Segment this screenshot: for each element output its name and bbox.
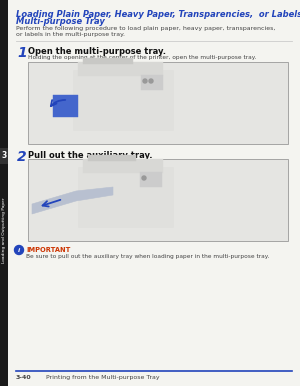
Bar bbox=[28, 62, 288, 144]
Bar bbox=[88, 155, 136, 161]
Text: Loading and Outputting Paper: Loading and Outputting Paper bbox=[2, 197, 6, 263]
Circle shape bbox=[149, 79, 153, 83]
Bar bbox=[78, 62, 163, 76]
Text: 2: 2 bbox=[17, 150, 27, 164]
Text: Printing from the Multi-purpose Tray: Printing from the Multi-purpose Tray bbox=[46, 375, 160, 380]
Circle shape bbox=[142, 176, 146, 180]
Text: Holding the opening at the center of the printer, open the multi-purpose tray.: Holding the opening at the center of the… bbox=[28, 55, 256, 60]
Bar bbox=[0, 0, 8, 386]
Circle shape bbox=[143, 79, 147, 83]
Text: Perform the following procedure to load plain paper, heavy paper, transparencies: Perform the following procedure to load … bbox=[16, 26, 275, 31]
Bar bbox=[140, 172, 162, 187]
Text: Pull out the auxiliary tray.: Pull out the auxiliary tray. bbox=[28, 151, 152, 160]
Text: Loading Plain Paper, Heavy Paper, Transparencies,  or Labels in the: Loading Plain Paper, Heavy Paper, Transp… bbox=[16, 10, 300, 19]
Polygon shape bbox=[32, 187, 113, 214]
Bar bbox=[28, 159, 288, 241]
Text: 1: 1 bbox=[17, 46, 27, 60]
Bar bbox=[78, 167, 173, 227]
Text: or labels in the multi-purpose tray.: or labels in the multi-purpose tray. bbox=[16, 32, 125, 37]
Text: 3-40: 3-40 bbox=[16, 375, 32, 380]
Text: IMPORTANT: IMPORTANT bbox=[26, 247, 70, 253]
Bar bbox=[83, 159, 163, 173]
Bar bbox=[53, 95, 78, 117]
Text: Open the multi-purpose tray.: Open the multi-purpose tray. bbox=[28, 47, 166, 56]
Text: 3: 3 bbox=[2, 151, 7, 161]
Bar bbox=[0, 148, 8, 164]
Text: Be sure to pull out the auxiliary tray when loading paper in the multi-purpose t: Be sure to pull out the auxiliary tray w… bbox=[26, 254, 269, 259]
Bar bbox=[141, 75, 163, 90]
Text: Multi-purpose Tray: Multi-purpose Tray bbox=[16, 17, 105, 26]
Circle shape bbox=[14, 245, 23, 254]
Bar bbox=[83, 58, 133, 64]
Text: i: i bbox=[18, 247, 20, 252]
Bar bbox=[73, 70, 173, 130]
